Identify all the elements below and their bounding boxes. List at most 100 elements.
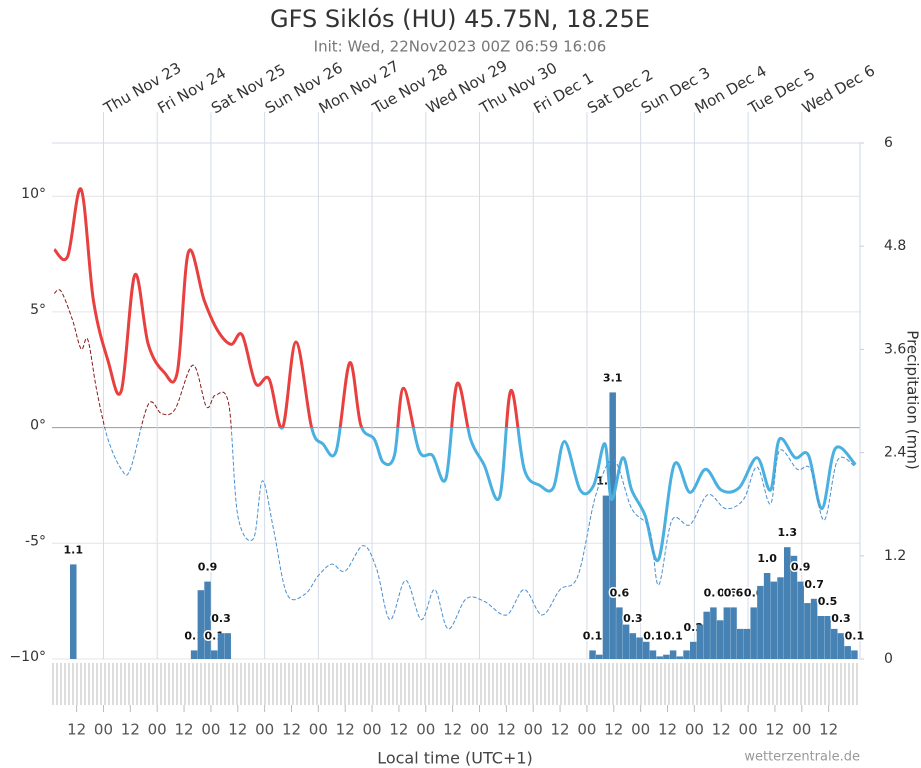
precip-bar bbox=[690, 641, 697, 659]
line bbox=[53, 187, 520, 428]
x-tick-label: 00 bbox=[255, 721, 274, 739]
precip-bar bbox=[723, 607, 731, 659]
bar-label: 0.3 bbox=[211, 612, 231, 625]
bar-label: 0.3 bbox=[623, 612, 643, 625]
precip-bar bbox=[710, 607, 717, 659]
precip-bar bbox=[676, 656, 684, 659]
precip-bar bbox=[70, 564, 77, 659]
precip-bar bbox=[211, 650, 218, 659]
x-tick-label: 12 bbox=[282, 721, 301, 739]
x-tick-label: 12 bbox=[604, 721, 623, 739]
wind-strip bbox=[52, 663, 860, 705]
precip-bar bbox=[743, 628, 751, 659]
credit: wetterzentrale.de bbox=[744, 750, 860, 765]
x-tick-label: 12 bbox=[175, 721, 194, 739]
precip-bar bbox=[750, 607, 757, 659]
precip-bar bbox=[204, 581, 211, 659]
precip-bar bbox=[797, 581, 804, 659]
y2-tick-label: 2.4 bbox=[884, 445, 906, 461]
bar-label: 1.0 bbox=[757, 552, 777, 565]
x-tick-label: 00 bbox=[201, 721, 220, 739]
bar-label: 3.1 bbox=[603, 371, 623, 384]
y2-tick-label: 4.8 bbox=[884, 238, 906, 254]
bar-label: 0.9 bbox=[198, 561, 218, 574]
precip-bar bbox=[757, 585, 764, 659]
x-axis-title: Local time (UTC+1) bbox=[377, 749, 533, 768]
bar-label: 0.1 bbox=[583, 629, 603, 642]
y2-tick-label: 3.6 bbox=[884, 341, 906, 357]
precip-bar bbox=[656, 656, 663, 659]
precip-bar bbox=[629, 633, 637, 659]
precip-bar bbox=[616, 607, 623, 659]
precip-bar bbox=[730, 607, 737, 659]
precip-bar bbox=[683, 650, 690, 659]
precip-bar bbox=[649, 650, 657, 659]
y2-tick-label: 6 bbox=[884, 135, 893, 151]
precip-bar bbox=[589, 650, 596, 659]
x-tick-label: 12 bbox=[389, 721, 408, 739]
precip-bar bbox=[595, 654, 603, 659]
precip-bar bbox=[703, 611, 710, 659]
precip-bar bbox=[844, 646, 851, 659]
x-tick-label: 12 bbox=[658, 721, 677, 739]
x-tick-label: 00 bbox=[94, 721, 113, 739]
bar-label: 0.6 bbox=[704, 586, 724, 599]
x-tick-label: 00 bbox=[416, 721, 435, 739]
bar-label: 0.6 bbox=[717, 586, 737, 599]
y-tick-label: 10° bbox=[21, 186, 46, 202]
y-tick-label: 0° bbox=[30, 418, 46, 434]
x-tick-label: 00 bbox=[792, 721, 811, 739]
bar-label: 0.5 bbox=[818, 595, 838, 608]
bar-label: 0.1 bbox=[845, 629, 865, 642]
precip-bar bbox=[224, 633, 231, 659]
line bbox=[53, 289, 232, 428]
x-tick-label: 00 bbox=[363, 721, 382, 739]
x-tick-label: 12 bbox=[228, 721, 247, 739]
precip-bar bbox=[716, 620, 724, 659]
bar-label: 0.7 bbox=[804, 578, 824, 591]
precip-bar bbox=[642, 641, 650, 659]
x-tick-label: 00 bbox=[309, 721, 328, 739]
precip-bar bbox=[669, 650, 677, 659]
y-tick-label: −10° bbox=[9, 649, 46, 665]
chart-subtitle: Init: Wed, 22Nov2023 00Z 06:59 16:06 bbox=[314, 38, 607, 56]
x-tick-label: 12 bbox=[121, 721, 140, 739]
y2-tick-label: 1.2 bbox=[884, 548, 906, 564]
precip-bar bbox=[622, 624, 630, 659]
bar-label: 0.6 bbox=[724, 586, 744, 599]
x-tick-label: 00 bbox=[631, 721, 650, 739]
bar-label: 0.9 bbox=[791, 561, 811, 574]
y2-axis-title: Precipitation (mm) bbox=[904, 330, 921, 469]
x-tick-label: 12 bbox=[497, 721, 516, 739]
precip-bar bbox=[831, 628, 838, 659]
x-tick-label: 12 bbox=[67, 721, 86, 739]
x-tick-label: 00 bbox=[148, 721, 167, 739]
precip-bar bbox=[777, 577, 784, 659]
x-tick-label: 00 bbox=[524, 721, 543, 739]
x-tick-label: 12 bbox=[551, 721, 570, 739]
precip-bar bbox=[790, 555, 798, 659]
y2-tick-label: 0 bbox=[884, 651, 893, 667]
precip-bar bbox=[737, 628, 744, 659]
y-tick-label: 5° bbox=[30, 302, 46, 318]
x-tick-label: 00 bbox=[577, 721, 596, 739]
y-tick-label: -5° bbox=[25, 533, 46, 549]
x-tick-label: 00 bbox=[470, 721, 489, 739]
x-tick-label: 12 bbox=[336, 721, 355, 739]
precip-bar bbox=[217, 633, 225, 659]
precip-bar bbox=[636, 637, 643, 659]
x-tick-label: 00 bbox=[685, 721, 704, 739]
precip-bar bbox=[851, 650, 858, 659]
bar-label: 0.1 bbox=[663, 629, 683, 642]
bar-label: 1.3 bbox=[778, 526, 798, 539]
x-tick-label: 12 bbox=[819, 721, 838, 739]
precip-bar bbox=[602, 495, 610, 659]
chart-title: GFS Siklós (HU) 45.75N, 18.25E bbox=[270, 5, 650, 33]
precip-bar bbox=[609, 392, 616, 659]
line bbox=[104, 427, 856, 630]
precip-bar bbox=[804, 603, 811, 659]
line bbox=[279, 427, 857, 563]
precip-bar bbox=[784, 547, 791, 659]
bar-label: 0.1 bbox=[643, 629, 663, 642]
